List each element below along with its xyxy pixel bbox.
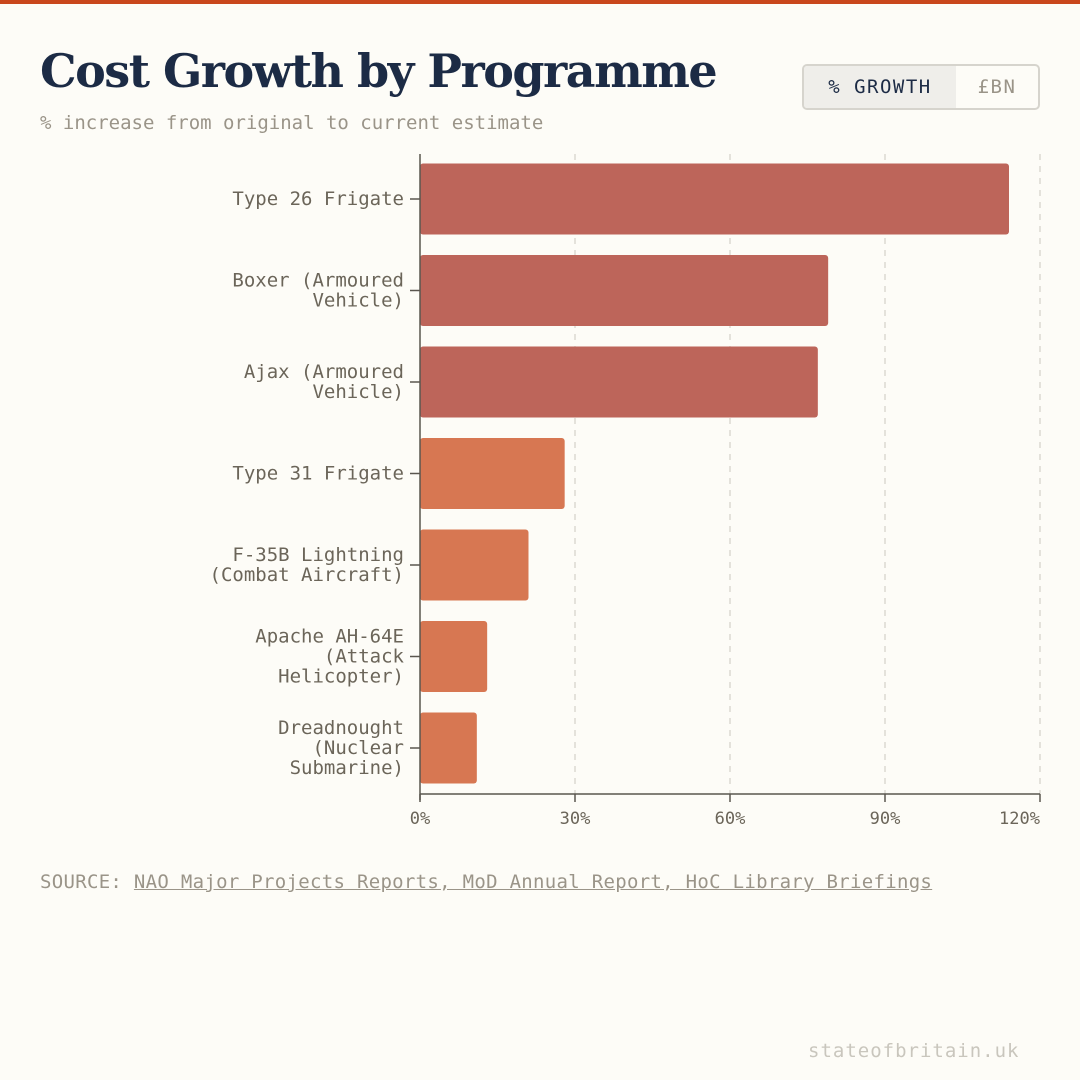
source-prefix: SOURCE: (40, 871, 134, 893)
site-footer: stateofbritain.uk (808, 1040, 1020, 1062)
x-tick-label-1: 30% (560, 809, 591, 829)
metric-toggle: % GROWTH £BN (802, 64, 1040, 110)
category-label-6-line-2: Submarine) (290, 757, 404, 779)
x-tick-label-3: 90% (870, 809, 901, 829)
page-subtitle: % increase from original to current esti… (40, 112, 544, 134)
category-label-5-line-1: (Attack (324, 646, 405, 668)
category-label-4-line-1: (Combat Aircraft) (210, 564, 404, 586)
source-note: SOURCE: NAO Major Projects Reports, MoD … (40, 869, 940, 895)
category-label-3: Type 31 Frigate (232, 463, 404, 485)
x-tick-label-2: 60% (715, 809, 746, 829)
x-tick-label-4: 120% (999, 809, 1040, 829)
category-label-1-line-1: Vehicle) (312, 290, 404, 312)
category-label-5-line-2: Helicopter) (278, 666, 404, 688)
bar-0[interactable] (420, 163, 1009, 235)
source-link[interactable]: NAO Major Projects Reports, MoD Annual R… (133, 871, 933, 893)
bar-1[interactable] (420, 255, 829, 326)
category-label-1-line-0: Boxer (Armoured (232, 270, 404, 292)
bar-2[interactable] (420, 346, 818, 418)
category-label-4: F-35B Lightning (Combat Aircraft) (210, 544, 404, 586)
category-label-1: Boxer (Armoured Vehicle) (232, 270, 404, 312)
category-label-2-line-1: Vehicle) (312, 381, 404, 403)
bar-3[interactable] (420, 438, 565, 509)
toggle-gbp-billion[interactable]: £BN (977, 76, 1017, 98)
category-label-6: Dreadnought (Nuclear Submarine) (278, 717, 404, 779)
x-tick-label-0: 0% (410, 809, 430, 829)
category-label-3-line-0: Type 31 Frigate (232, 463, 404, 485)
category-label-0: Type 26 Frigate (232, 188, 404, 210)
bar-5[interactable] (420, 621, 488, 692)
category-label-4-line-0: F-35B Lightning (232, 544, 404, 566)
page-title: Cost Growth by Programme (40, 44, 718, 98)
category-label-2-line-0: Ajax (Armoured (244, 361, 404, 383)
category-label-0-line-0: Type 26 Frigate (232, 188, 404, 210)
bar-6[interactable] (420, 712, 477, 784)
toggle-percent-growth[interactable]: % GROWTH (804, 66, 956, 108)
category-label-2: Ajax (Armoured Vehicle) (244, 361, 404, 403)
bar-4[interactable] (420, 529, 529, 601)
category-label-5-line-0: Apache AH-64E (255, 626, 404, 648)
category-label-5: Apache AH-64E (Attack Helicopter) (255, 626, 404, 688)
top-accent-rule (0, 0, 1080, 4)
category-label-6-line-1: (Nuclear (312, 737, 404, 759)
category-label-6-line-0: Dreadnought (278, 717, 404, 739)
